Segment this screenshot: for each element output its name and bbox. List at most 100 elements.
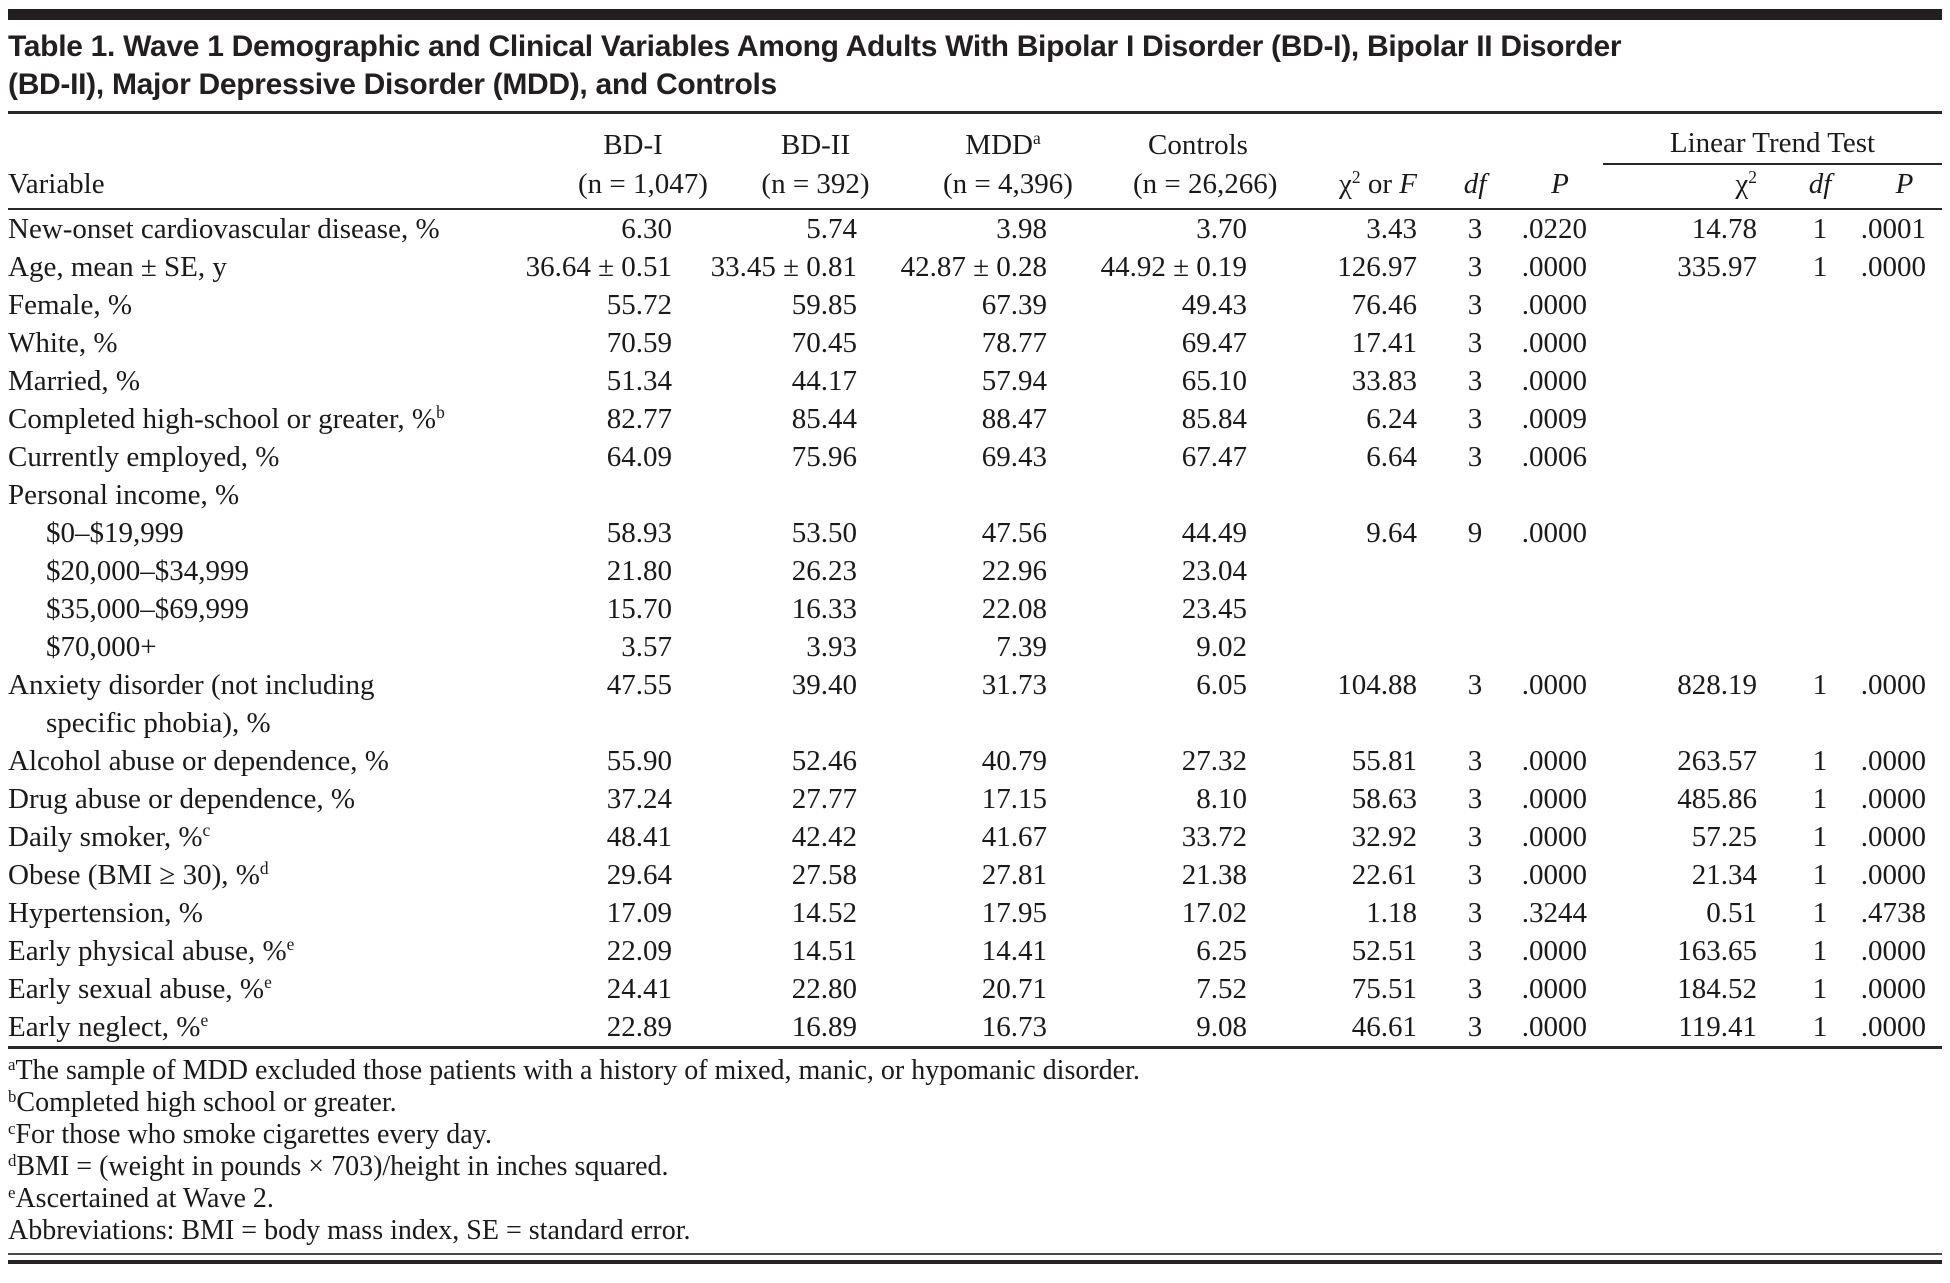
table-cell — [1843, 552, 1942, 590]
f-glyph: F — [1399, 168, 1417, 200]
column-header-controls: Controls — [1148, 129, 1248, 161]
table-cell: 39.40 — [791, 669, 857, 701]
column-header-bd1: BD-I — [603, 129, 663, 161]
table-cell: .0000 — [1860, 935, 1926, 967]
table-cell: .0000 — [1521, 251, 1587, 283]
table-row: Early physical abuse, %e 22.09 14.51 14.41 6… — [8, 932, 1942, 970]
table-cell: .0000 — [1860, 973, 1926, 1005]
table-cell: 8.10 — [1196, 783, 1247, 815]
table-cell: 1 — [1812, 935, 1828, 967]
table-row: Married, % 51.34 44.17 57.94 65.10 33.83 3 .000… — [8, 362, 1942, 400]
table-cell — [1773, 324, 1843, 362]
row-label-cell: $35,000–$69,999 — [8, 590, 508, 628]
header-row-groups: BD-I BD-II MDDa Controls Linear Trend Te… — [8, 114, 1942, 165]
table-cell: 14.52 — [791, 897, 857, 929]
table-cell — [1773, 438, 1843, 476]
chi-glyph: χ — [1339, 168, 1352, 200]
table-cell: .0000 — [1843, 1008, 1942, 1049]
table-cell: 3.93 — [806, 631, 857, 663]
row-label-cell: Married, % — [8, 362, 508, 400]
table-cell: 3 — [1467, 289, 1483, 321]
table-cell: 36.64 ± 0.51 — [525, 251, 672, 283]
column-header-p: P — [1493, 164, 1603, 210]
table-cell: 76.46 — [1351, 289, 1417, 321]
or-text: or — [1360, 168, 1400, 200]
column-header-ltt-df: df — [1773, 164, 1843, 210]
table-cell: 57.25 — [1691, 821, 1757, 853]
table-cell: 3 — [1467, 859, 1483, 891]
table-cell: 163.65 — [1677, 935, 1757, 967]
table-cell — [1773, 552, 1843, 590]
table-cell: 58.93 — [606, 517, 672, 549]
table-cell: 1 — [1812, 897, 1828, 929]
table-cell — [1843, 476, 1942, 514]
table-cell: 21.38 — [1181, 859, 1247, 891]
table-cell: 44.49 — [1181, 517, 1247, 549]
footnote-text: Abbreviations: BMI = body mass index, SE… — [8, 1215, 691, 1246]
table-cell: 0.51 — [1706, 897, 1757, 929]
table-cell: 47.55 — [606, 669, 672, 701]
row-label: $35,000–$69,999 — [46, 593, 249, 625]
table-cell: 58.63 — [1351, 783, 1417, 815]
table-cell: 67.39 — [981, 289, 1047, 321]
table-cell — [1843, 628, 1942, 666]
table-cell: 7.39 — [996, 631, 1047, 663]
table-cell: 14.51 — [791, 935, 857, 967]
table-cell — [1603, 324, 1773, 362]
table-cell — [1433, 552, 1493, 590]
table-cell — [1603, 400, 1773, 438]
table-cell: 335.97 — [1677, 251, 1757, 283]
table-cell: 119.41 — [1603, 1008, 1773, 1049]
row-label-cell: New-onset cardiovascular disease, % — [8, 209, 508, 248]
table-cell: .0000 — [1521, 289, 1587, 321]
table-cell: 55.72 — [606, 289, 672, 321]
row-label-cell: Early sexual abuse, %e — [8, 970, 508, 1008]
table-cell: 27.32 — [1181, 745, 1247, 777]
table-cell — [1773, 476, 1843, 514]
table-cell: 184.52 — [1677, 973, 1757, 1005]
table-cell: 126.97 — [1337, 251, 1417, 283]
footnote-marker-e: e — [200, 1010, 209, 1031]
footnote-text: The sample of MDD excluded those patient… — [15, 1055, 1140, 1086]
header-spacer — [8, 114, 508, 164]
row-label: Daily smoker, % — [8, 821, 203, 853]
table-cell: .0000 — [1521, 783, 1587, 815]
column-header-variable: Variable — [8, 164, 508, 210]
table-row: $35,000–$69,999 15.70 16.33 22.08 23.45 — [8, 590, 1942, 628]
table-cell: 9.02 — [1196, 631, 1247, 663]
column-subheader-bd1-n: (n = 1,047) — [508, 164, 708, 210]
table-cell: .0000 — [1860, 251, 1926, 283]
footnote: dBMI = (weight in pounds × 703)/height i… — [8, 1151, 1942, 1183]
row-label: Age, mean ± SE, y — [8, 251, 227, 283]
table-cell: 6.30 — [621, 213, 672, 245]
table-cell: 3 — [1467, 973, 1483, 1005]
column-group-linear-trend-test: Linear Trend Test — [1603, 114, 1942, 165]
row-label: Early physical abuse, % — [8, 935, 287, 967]
table-cell: 33.45 ± 0.81 — [710, 251, 857, 283]
table-cell: 41.67 — [981, 821, 1047, 853]
table-cell: 1 — [1812, 251, 1828, 283]
row-label-cell: Early physical abuse, %e — [8, 932, 508, 970]
footnote-marker-c: c — [202, 820, 211, 841]
footnote-text: Ascertained at Wave 2. — [15, 1183, 274, 1214]
row-label-cell: Anxiety disorder (not including specific … — [8, 666, 508, 742]
table-row: Obese (BMI ≥ 30), %d 29.64 27.58 27.81 21.38… — [8, 856, 1942, 894]
footnote: Abbreviations: BMI = body mass index, SE… — [8, 1215, 1942, 1247]
table-cell: 33.72 — [1181, 821, 1247, 853]
table-cell — [1263, 590, 1433, 628]
table-cell: .0000 — [1860, 669, 1926, 701]
table-cell: 104.88 — [1337, 669, 1417, 701]
table-cell: 78.77 — [981, 327, 1047, 359]
footnote-marker-e: e — [264, 972, 272, 993]
row-label: $0–$19,999 — [46, 517, 184, 549]
row-label: Personal income, % — [8, 479, 240, 511]
table-cell: 3 — [1467, 821, 1483, 853]
table-row: $0–$19,999 58.93 53.50 47.56 44.49 9.64 9 .0000 — [8, 514, 1942, 552]
row-label-cell: Daily smoker, %c — [8, 818, 508, 856]
table-cell: 3 — [1467, 935, 1483, 967]
row-label: White, % — [8, 327, 118, 359]
column-subheader-mdd-n: (n = 4,396) — [873, 164, 1073, 210]
row-label-cell: Female, % — [8, 286, 508, 324]
bottom-double-rule — [8, 1253, 1942, 1264]
table-cell: 3 — [1467, 783, 1483, 815]
